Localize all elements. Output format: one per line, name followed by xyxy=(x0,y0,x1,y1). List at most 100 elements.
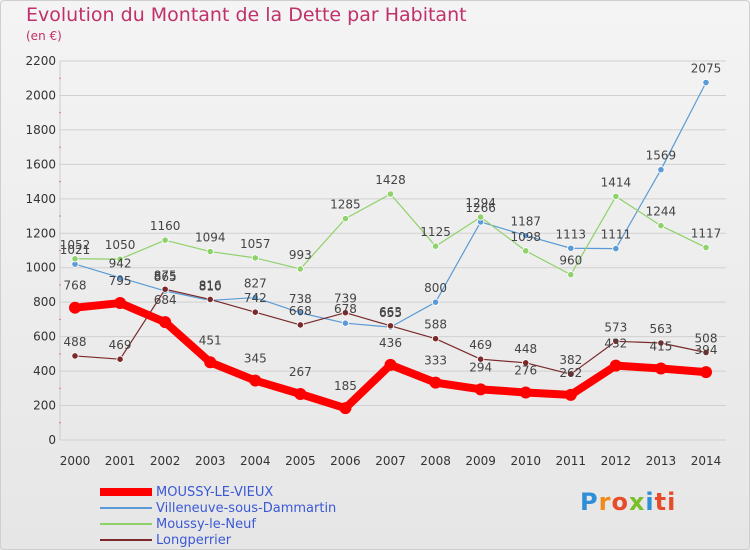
data-label: 1294 xyxy=(465,196,496,210)
data-point xyxy=(384,358,397,371)
data-label: 1414 xyxy=(601,175,632,189)
x-tick-label: 2012 xyxy=(601,454,632,468)
y-tick-label: 1000 xyxy=(25,261,56,275)
x-tick-label: 2001 xyxy=(105,454,136,468)
data-label: 1187 xyxy=(510,215,541,229)
data-label: 1266 xyxy=(465,201,496,215)
data-point xyxy=(700,366,712,379)
y-tick-label: 600 xyxy=(33,330,56,344)
data-point xyxy=(609,359,622,372)
data-point xyxy=(702,348,710,357)
data-label: 267 xyxy=(289,365,312,379)
data-point xyxy=(69,301,81,314)
data-point xyxy=(477,355,485,363)
data-label: 684 xyxy=(154,293,177,307)
data-label: 738 xyxy=(289,292,312,306)
x-tick-label: 2004 xyxy=(240,454,271,468)
data-label: 1111 xyxy=(601,228,632,242)
line-chart: 0 200 400 600 800 1000 1200 1400 1600 1800 2000 220… xyxy=(25,54,726,468)
y-tick-label: 0 xyxy=(48,433,56,447)
data-point xyxy=(161,236,169,244)
data-point xyxy=(702,243,710,252)
y-tick-label: 200 xyxy=(33,399,56,413)
data-point xyxy=(296,265,304,273)
data-point xyxy=(204,356,217,369)
x-tick-label: 2003 xyxy=(195,454,226,468)
data-point xyxy=(431,298,440,306)
data-point xyxy=(296,321,304,329)
data-point xyxy=(339,402,352,415)
data-point xyxy=(341,309,350,317)
legend-label: Villeneuve-sous-Dammartin xyxy=(156,500,337,516)
legend-swatch xyxy=(100,539,152,541)
data-label: 1125 xyxy=(420,225,451,239)
legend-swatch xyxy=(100,523,152,525)
data-label: 739 xyxy=(334,292,357,306)
data-label: 432 xyxy=(604,337,627,351)
data-point xyxy=(206,247,214,256)
data-point xyxy=(657,339,665,347)
data-label: 1117 xyxy=(691,227,722,241)
data-label: 1428 xyxy=(375,173,406,187)
data-label: 865 xyxy=(154,270,177,284)
data-label: 655 xyxy=(379,306,402,320)
data-label: 469 xyxy=(469,338,492,352)
x-tick-label: 2013 xyxy=(646,454,677,468)
y-tick-label: 400 xyxy=(33,364,56,378)
legend-item: Villeneuve-sous-Dammartin xyxy=(100,500,336,516)
y-tick-label: 1400 xyxy=(25,192,56,206)
data-point xyxy=(654,362,667,375)
data-label: 942 xyxy=(109,257,132,271)
data-point xyxy=(296,309,304,317)
data-label: 960 xyxy=(559,254,582,268)
data-label: 810 xyxy=(199,279,222,293)
x-tick-label: 2007 xyxy=(375,454,406,468)
data-label: 1050 xyxy=(105,238,136,252)
data-point xyxy=(114,297,127,310)
data-label: 415 xyxy=(649,340,672,354)
data-label: 185 xyxy=(334,379,357,393)
data-label: 488 xyxy=(64,335,87,349)
data-point xyxy=(612,337,620,345)
data-point xyxy=(522,247,530,255)
data-label: 573 xyxy=(604,320,627,334)
data-label: 588 xyxy=(424,318,447,332)
data-label: 333 xyxy=(424,354,447,368)
data-point xyxy=(657,222,665,230)
data-point xyxy=(477,213,485,221)
legend-label: MOUSSY-LE-VIEUX xyxy=(156,484,274,500)
x-tick-label: 2000 xyxy=(60,454,91,468)
data-label: 1244 xyxy=(646,205,677,219)
data-point xyxy=(657,166,665,174)
y-tick-label: 2000 xyxy=(25,88,56,102)
data-point xyxy=(564,388,577,401)
data-point xyxy=(71,352,79,360)
legend-label: Moussy-le-Neuf xyxy=(156,516,256,532)
data-label: 875 xyxy=(154,268,177,282)
legend-swatch xyxy=(100,488,152,496)
y-tick-label: 800 xyxy=(33,295,56,309)
data-label: 742 xyxy=(244,291,267,305)
data-label: 469 xyxy=(109,338,132,352)
data-point xyxy=(519,386,532,399)
data-label: 827 xyxy=(244,277,267,291)
proxiti-logo: Proxiti xyxy=(580,488,677,516)
data-point xyxy=(567,370,575,378)
data-point xyxy=(249,374,262,387)
data-label: 678 xyxy=(334,302,357,316)
data-point xyxy=(251,293,259,302)
data-label: 1285 xyxy=(330,198,361,212)
data-label: 1098 xyxy=(510,230,541,244)
y-tick-label: 1200 xyxy=(25,226,56,240)
x-tick-label: 2005 xyxy=(285,454,316,468)
data-point xyxy=(431,242,440,250)
data-point xyxy=(251,308,259,316)
data-point xyxy=(294,388,307,401)
data-label: 1052 xyxy=(60,238,91,252)
data-label: 2075 xyxy=(691,62,722,76)
data-label: 668 xyxy=(289,304,312,318)
data-label: 768 xyxy=(64,279,87,293)
data-label: 1113 xyxy=(556,227,587,241)
data-label: 1569 xyxy=(646,149,677,163)
data-label: 451 xyxy=(199,333,222,347)
